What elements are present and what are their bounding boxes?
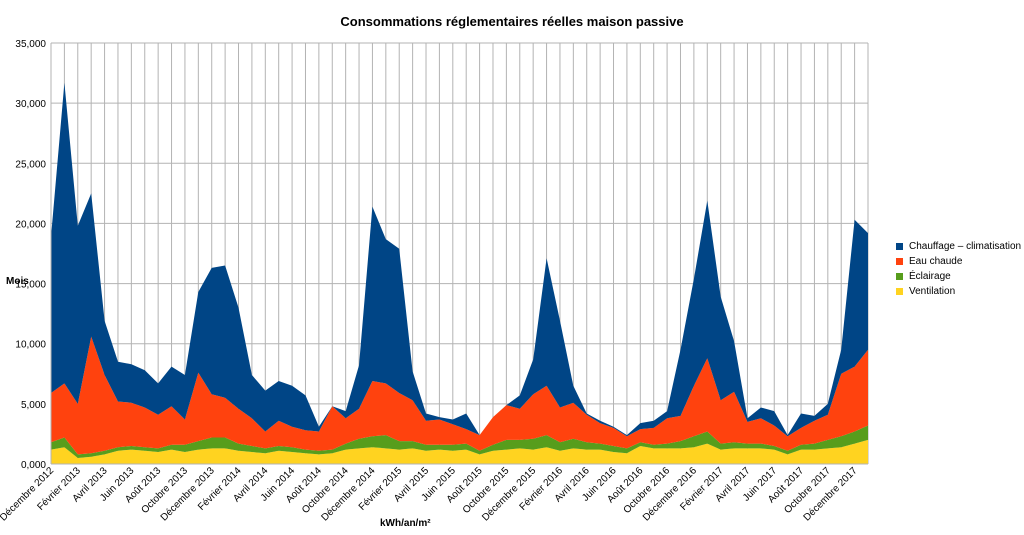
area-series-chauffage-climatisation [51, 82, 868, 437]
y-tick-label: 30,000 [15, 99, 46, 110]
axes [50, 43, 868, 465]
y-tick-label: 20,000 [15, 219, 46, 230]
stacked-areas [51, 82, 868, 464]
legend-swatch [896, 273, 903, 280]
legend-item: Eau chaude [896, 254, 1021, 269]
legend-label: Éclairage [909, 271, 951, 282]
y-tick-labels: 0,000 5,000 10,000 15,000 20,000 25,000 30,000… [15, 39, 46, 471]
x-axis-label: kWh/an/m² [380, 518, 431, 529]
legend: Chauffage – climatisation Eau chaude Éclai… [896, 239, 1021, 299]
y-tick-label: 15,000 [15, 280, 46, 291]
area-series-éclairage [51, 425, 868, 458]
y-axis-label: Mois [6, 276, 29, 287]
legend-swatch [896, 288, 903, 295]
legend-swatch [896, 243, 903, 250]
area-series-ventilation [51, 439, 868, 464]
legend-swatch [896, 258, 903, 265]
legend-item: Éclairage [896, 269, 1021, 284]
legend-label: Eau chaude [909, 256, 963, 267]
chart-title: Consommations réglementaires réelles mai… [340, 14, 684, 29]
y-tick-label: 25,000 [15, 159, 46, 170]
y-tick-label: 35,000 [15, 39, 46, 50]
y-tick-label: 10,000 [15, 340, 46, 351]
y-tick-label: 5,000 [21, 400, 46, 411]
legend-item: Chauffage – climatisation [896, 239, 1021, 254]
legend-item: Ventilation [896, 284, 1021, 299]
y-tick-label: 0,000 [21, 460, 46, 471]
legend-label: Ventilation [909, 286, 956, 297]
area-series-eau-chaude [51, 336, 868, 455]
legend-label: Chauffage – climatisation [909, 241, 1022, 252]
